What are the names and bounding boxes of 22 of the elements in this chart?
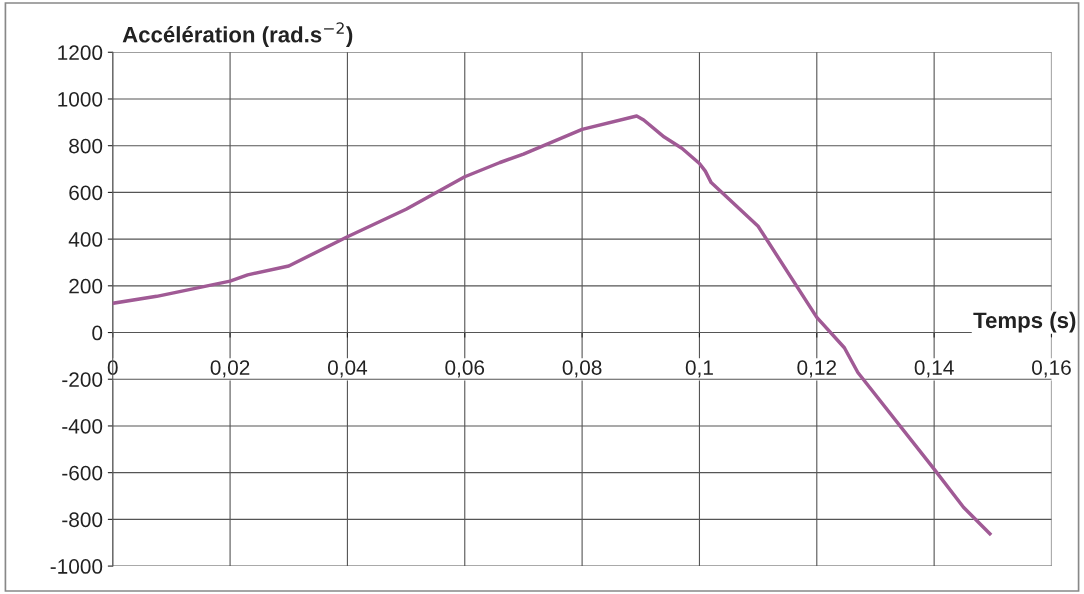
x-tick-label: 0,14 (914, 360, 954, 378)
y-tick-label: -1000 (50, 559, 103, 574)
y-tick-label: 1000 (58, 91, 103, 107)
x-axis-title: Temps (s) (973, 311, 1076, 333)
x-tick-label: 0,04 (327, 360, 368, 378)
y-tick-label: 600 (69, 185, 103, 201)
y-tick-label: 1200 (58, 45, 103, 61)
y-tick-label: -800 (62, 512, 103, 528)
x-tick-label: 0,16 (1032, 360, 1071, 378)
y-tick-label: 200 (69, 278, 103, 294)
y-tick-label: -600 (62, 465, 103, 481)
y-tick-label: -200 (62, 372, 103, 387)
x-tick-label: 0,1 (685, 360, 713, 378)
y-tick-label: -400 (62, 418, 103, 434)
x-tick-label: 0,06 (445, 360, 485, 378)
x-tick-label: 0,12 (797, 360, 837, 378)
x-tick-label: 0,08 (562, 360, 602, 378)
y-tick-label: 800 (69, 138, 103, 154)
x-tick-label: 0,02 (210, 360, 250, 378)
y-tick-label: 400 (68, 232, 103, 247)
y-axis-title: Accélération (rad.s$^{−2}$) (122, 22, 353, 47)
y-tick-label: 0 (92, 325, 103, 341)
